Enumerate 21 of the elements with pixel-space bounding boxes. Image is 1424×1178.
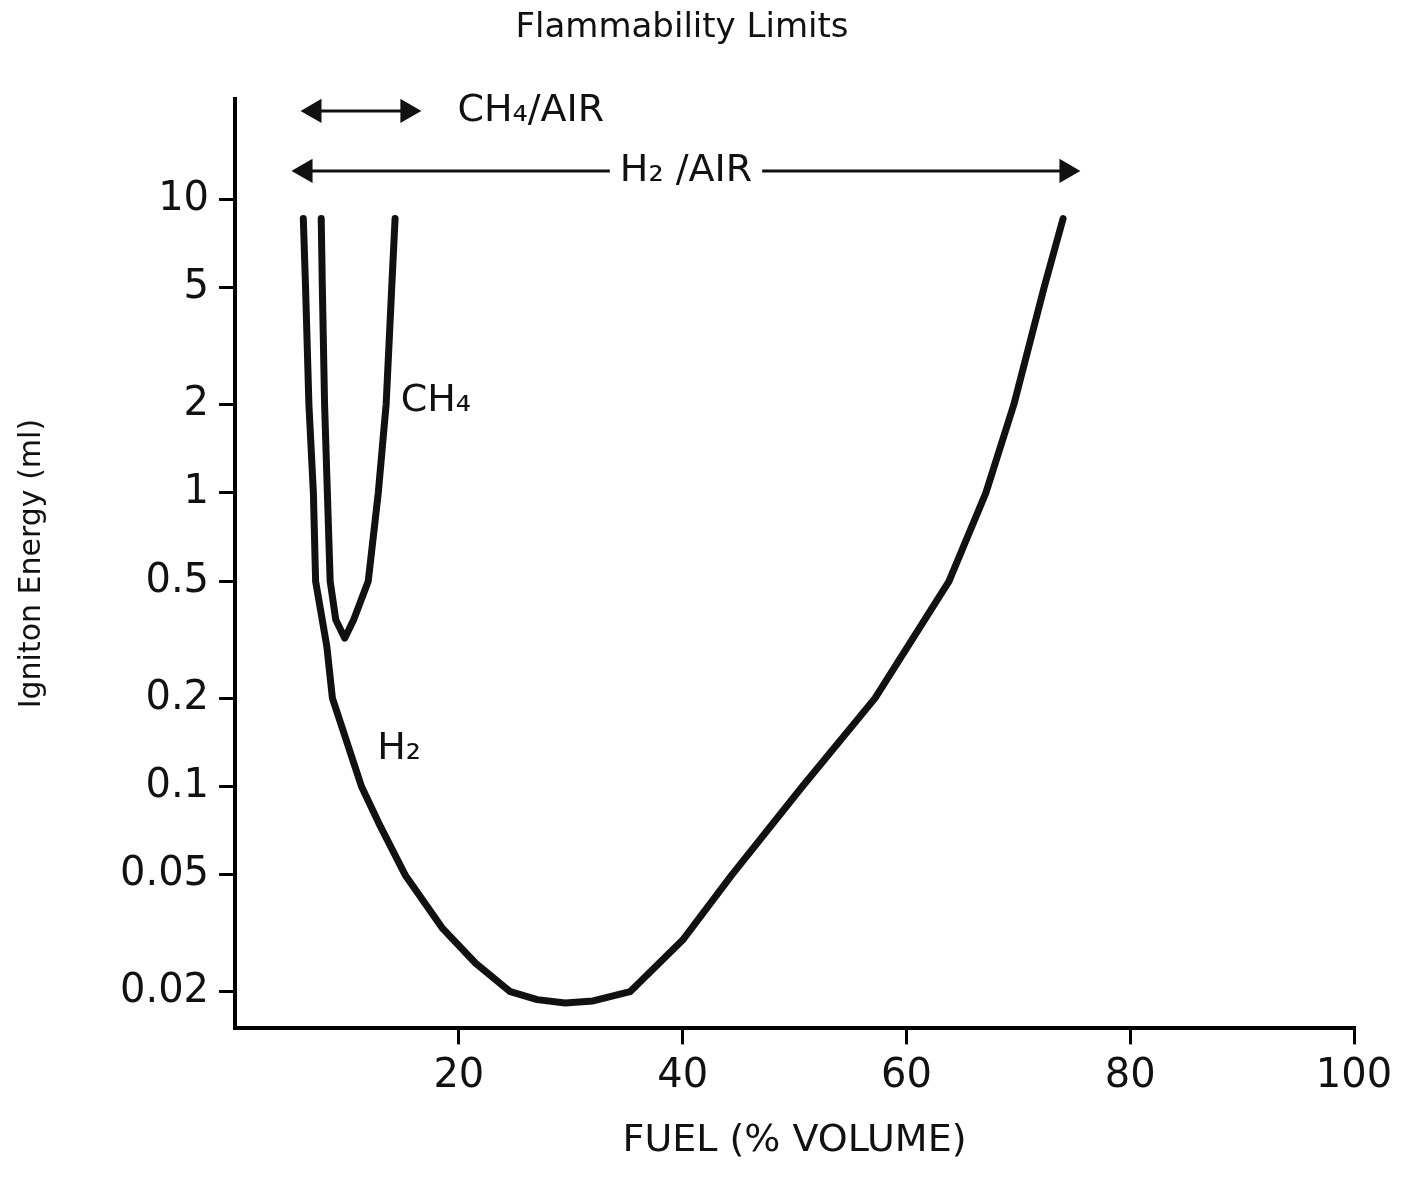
y-tick-label: 0.5 (145, 554, 210, 601)
y-tick-label: 5 (183, 261, 210, 308)
y-axis-title: Igniton Energy (ml) (11, 418, 47, 709)
y-tick-label: 0.2 (145, 671, 210, 718)
y-tick-label: 10 (158, 172, 210, 219)
y-tick-label: 0.05 (120, 848, 210, 895)
x-tick-label: 80 (1104, 1049, 1156, 1096)
y-tick-label: 0.1 (145, 759, 210, 806)
x-tick-label: 60 (880, 1049, 932, 1096)
annotation: CH₄ (400, 375, 472, 420)
annotation: H₂ (377, 724, 421, 769)
x-axis-title: FUEL (% VOLUME) (622, 1116, 967, 1161)
x-tick-label: 40 (657, 1049, 709, 1096)
chart-title: Flammability Limits (515, 5, 849, 46)
x-tick-label: 20 (433, 1049, 485, 1096)
y-tick-label: 2 (183, 377, 210, 424)
y-tick-label: 1 (183, 466, 210, 513)
x-tick-label: 100 (1315, 1049, 1393, 1096)
y-tick-label: 0.02 (120, 965, 210, 1012)
series-label: CH₄/AIR (457, 85, 605, 130)
series-label: H₂ /AIR (619, 145, 753, 190)
